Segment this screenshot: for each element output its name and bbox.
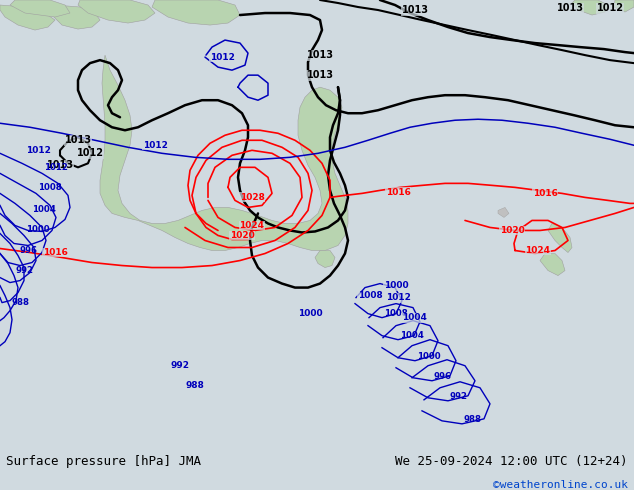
Text: 1020: 1020 <box>500 226 524 235</box>
Text: 1012: 1012 <box>25 146 51 155</box>
Text: 1000: 1000 <box>384 281 408 290</box>
Text: 988: 988 <box>186 381 204 390</box>
Polygon shape <box>614 0 634 12</box>
Text: 1013: 1013 <box>306 70 333 80</box>
Text: 992: 992 <box>16 266 34 274</box>
Polygon shape <box>572 0 608 15</box>
Text: 1028: 1028 <box>240 193 264 202</box>
Text: 1024: 1024 <box>526 246 550 255</box>
Text: 988: 988 <box>12 297 30 307</box>
Text: 1013: 1013 <box>46 160 74 171</box>
Polygon shape <box>152 0 240 25</box>
Text: 1016: 1016 <box>533 189 557 198</box>
Text: 996: 996 <box>434 372 452 381</box>
Text: 1004: 1004 <box>32 205 56 215</box>
Text: 988: 988 <box>464 415 482 424</box>
Text: 1000: 1000 <box>417 352 441 361</box>
Text: We 25-09-2024 12:00 UTC (12+24): We 25-09-2024 12:00 UTC (12+24) <box>395 455 628 468</box>
Text: 992: 992 <box>171 361 190 370</box>
Text: 1000: 1000 <box>298 309 322 318</box>
Text: 992: 992 <box>450 392 468 401</box>
Text: 1016: 1016 <box>42 248 67 257</box>
Text: 1008: 1008 <box>384 309 408 318</box>
Text: 1013: 1013 <box>65 135 91 145</box>
Text: 1012: 1012 <box>597 3 623 13</box>
Text: 1016: 1016 <box>385 188 410 197</box>
Text: 1024: 1024 <box>240 221 264 230</box>
Polygon shape <box>78 0 155 23</box>
Text: 1020: 1020 <box>230 231 254 240</box>
Polygon shape <box>315 250 335 268</box>
Text: ©weatheronline.co.uk: ©weatheronline.co.uk <box>493 480 628 490</box>
Text: 1013: 1013 <box>557 3 583 13</box>
Text: 996: 996 <box>20 245 38 254</box>
Polygon shape <box>10 0 70 17</box>
Polygon shape <box>548 223 572 252</box>
Text: 1000: 1000 <box>26 225 49 235</box>
Polygon shape <box>540 253 565 275</box>
Text: 1004: 1004 <box>401 313 427 322</box>
Text: 1012: 1012 <box>77 148 103 158</box>
Polygon shape <box>52 5 100 29</box>
Text: 1012: 1012 <box>143 141 167 150</box>
Polygon shape <box>0 5 55 30</box>
Polygon shape <box>498 207 509 218</box>
Text: 1008: 1008 <box>38 183 61 193</box>
Text: 1013: 1013 <box>401 5 429 15</box>
Text: 1004: 1004 <box>400 331 424 340</box>
Text: 1013: 1013 <box>306 50 333 60</box>
Text: 1008: 1008 <box>358 291 382 300</box>
Text: Surface pressure [hPa] JMA: Surface pressure [hPa] JMA <box>6 455 202 468</box>
Text: 1012: 1012 <box>44 163 68 172</box>
Text: 1012: 1012 <box>210 52 235 62</box>
Polygon shape <box>100 55 348 250</box>
Text: 1012: 1012 <box>385 293 410 302</box>
